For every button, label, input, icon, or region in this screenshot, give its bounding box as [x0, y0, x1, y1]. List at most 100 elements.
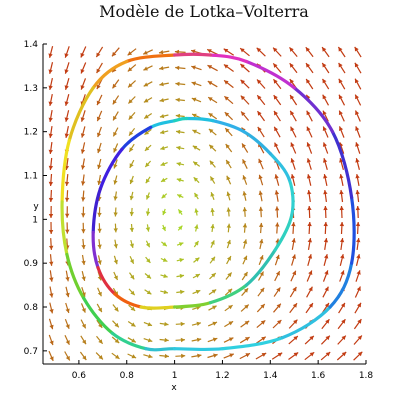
vector-arrow-head — [240, 95, 246, 101]
vector-arrow-head — [207, 49, 212, 54]
vector-arrow-head — [229, 353, 234, 358]
vector-arrow-head — [160, 129, 165, 135]
vector-arrow-head — [212, 305, 217, 310]
vector-arrow-head — [306, 142, 311, 147]
vector-arrow-head — [260, 287, 265, 293]
vector-arrow-head — [175, 81, 180, 87]
vector-arrow — [224, 304, 233, 312]
vector-arrow — [354, 46, 362, 58]
vector-arrow — [288, 335, 299, 345]
trajectory-segment — [139, 305, 177, 310]
vector-arrow-head — [129, 195, 134, 201]
vector-arrow — [290, 270, 297, 282]
vector-arrow — [65, 222, 70, 234]
vector-arrow-head — [274, 190, 280, 195]
vector-arrow — [128, 143, 135, 153]
vector-arrow — [48, 318, 54, 330]
vector-arrow — [129, 191, 134, 201]
vector-arrow — [96, 78, 103, 90]
vector-arrow-head — [191, 65, 196, 70]
vector-arrow-head — [357, 335, 362, 340]
vector-arrow — [355, 158, 360, 170]
vector-arrow-head — [355, 174, 360, 179]
vector-arrow-head — [80, 52, 85, 58]
vector-arrow-head — [289, 79, 294, 84]
vector-arrow-head — [81, 229, 86, 234]
vector-arrow — [290, 142, 297, 154]
vector-arrow — [240, 95, 250, 105]
y-axis-label: y — [33, 202, 39, 212]
vector-arrow — [307, 254, 313, 266]
vector-arrow — [338, 110, 345, 122]
vector-arrow — [306, 126, 313, 138]
vector-arrow-head — [210, 176, 215, 181]
vector-arrow-head — [129, 179, 134, 184]
vector-arrow — [64, 351, 71, 361]
vector-arrow — [96, 303, 103, 313]
vector-arrow — [64, 46, 70, 58]
vector-arrow — [129, 256, 135, 264]
trajectory-segment — [280, 305, 332, 340]
vector-arrow — [291, 222, 296, 234]
vector-arrow-head — [339, 238, 345, 243]
vector-arrow — [274, 190, 280, 202]
vector-arrow — [306, 174, 312, 186]
vector-arrow-head — [306, 110, 311, 116]
vector-arrow — [127, 96, 136, 104]
vector-arrow — [210, 191, 215, 201]
vector-arrow — [207, 64, 218, 72]
vector-arrow-head — [144, 146, 150, 151]
vector-arrow — [128, 304, 136, 312]
vector-arrow-head — [143, 50, 148, 55]
vector-arrow-head — [64, 117, 69, 122]
vector-arrow-head — [323, 238, 329, 243]
vector-arrow-head — [240, 64, 245, 69]
vector-arrow — [323, 221, 328, 235]
vector-arrow-head — [96, 116, 101, 122]
vector-arrow-head — [113, 180, 118, 185]
vector-arrow-head — [161, 177, 166, 182]
vector-arrow-head — [49, 261, 54, 266]
vector-arrow-head — [339, 206, 344, 211]
vector-arrow — [175, 353, 186, 359]
vector-arrow — [304, 335, 315, 345]
vector-arrow-head — [96, 84, 101, 90]
vector-arrow — [209, 160, 216, 168]
vector-arrow — [81, 238, 86, 250]
vector-arrow-head — [162, 241, 167, 247]
vector-arrow — [113, 191, 118, 201]
vector-arrow — [64, 174, 70, 186]
vector-arrow-head — [242, 159, 247, 164]
vector-arrow — [288, 319, 298, 329]
trajectory-segment — [287, 178, 295, 217]
vector-arrow-head — [129, 163, 134, 168]
vector-arrow — [207, 337, 218, 343]
vector-arrow-head — [241, 111, 246, 116]
vector-arrow — [97, 287, 102, 297]
vector-arrow — [338, 62, 346, 74]
vector-arrow — [207, 353, 218, 359]
vector-arrow — [113, 207, 118, 217]
vector-arrow — [48, 62, 54, 74]
vector-arrow-head — [147, 338, 153, 343]
vector-arrow — [239, 352, 251, 360]
vector-arrow — [191, 81, 202, 87]
vector-arrow-head — [242, 143, 246, 148]
vector-arrow-head — [127, 67, 133, 72]
vector-arrow-head — [96, 68, 101, 74]
vector-arrow-head — [273, 47, 278, 52]
vector-arrow — [322, 110, 329, 122]
vector-arrow — [159, 321, 169, 327]
vector-arrow — [255, 352, 267, 360]
vector-arrow — [160, 273, 168, 278]
vector-arrow — [191, 113, 201, 119]
vector-arrow — [161, 241, 168, 247]
vector-arrow-head — [211, 289, 217, 294]
vector-arrow-head — [65, 340, 70, 345]
vector-arrow — [323, 158, 328, 170]
vector-arrow-head — [240, 79, 245, 85]
vector-arrow-head — [48, 165, 54, 170]
vector-arrow — [242, 239, 248, 249]
trajectory-segment — [98, 147, 124, 191]
vector-arrow — [81, 206, 86, 218]
